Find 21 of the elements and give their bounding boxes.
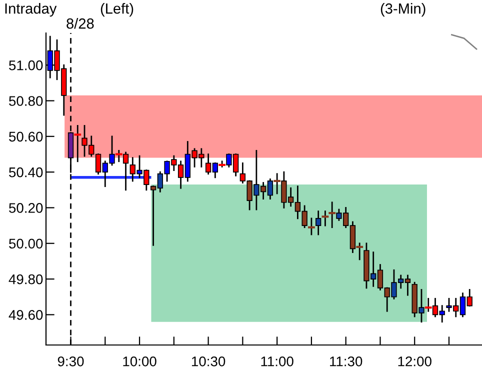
x-tick-label: 9:30 [58,356,84,366]
y-tick-label: 50.20 [9,203,43,213]
x-tick-label: 11:30 [330,356,362,366]
text: (Left) [100,3,134,17]
y-tick-label: 51.00 [9,60,43,70]
y-tick-label: 50.00 [9,238,43,249]
x-tick-label: 11:00 [261,356,294,366]
y-tick-label: 49.80 [8,274,43,284]
candlestick [322,210,329,226]
y-tick-label: 50.40 [9,167,43,178]
chart-title: Intraday [5,3,57,17]
text: 8/28 [66,18,94,29]
candlestick [316,210,322,236]
y-tick-label: 50.60 [9,132,43,142]
candlestick [308,218,315,236]
y-tick-label: 49.60 [8,310,43,320]
text: (3-Min) [380,3,426,17]
x-tick-label: 10:00 [123,356,156,366]
y-tick-label: 50.80 [9,96,43,106]
x-tick-label: 12:00 [398,356,432,366]
x-tick-label: 10:30 [192,356,226,366]
